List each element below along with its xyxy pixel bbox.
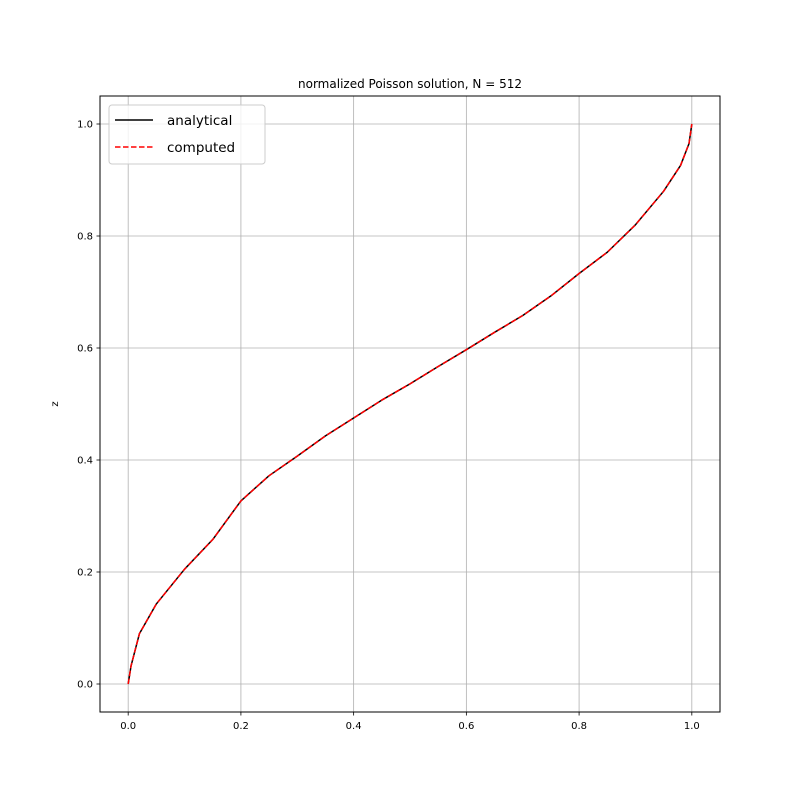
y-tick-label: 1.0: [77, 120, 93, 131]
y-axis-label: z: [50, 401, 61, 406]
x-tick-label: 0.6: [458, 721, 474, 732]
y-tick-label: 0.0: [77, 680, 93, 691]
series-line-analytical: [127, 123, 693, 685]
plot-frame: [99, 95, 721, 713]
x-tick-label: 0.0: [120, 721, 136, 732]
y-tick-label: 0.6: [77, 344, 93, 355]
legend-label-computed: computed: [167, 140, 235, 156]
y-tick-label: 0.2: [77, 568, 93, 579]
chart-title: normalized Poisson solution, N = 512: [298, 77, 522, 91]
series-layer: [127, 123, 693, 685]
y-tick-label: 0.4: [77, 456, 93, 467]
x-tick-label: 0.4: [346, 721, 362, 732]
legend-label-analytical: analytical: [167, 113, 232, 129]
x-tick-label: 0.8: [571, 721, 587, 732]
grid: [100, 96, 720, 712]
x-tick-label: 1.0: [684, 721, 700, 732]
y-tick-label: 0.8: [77, 232, 93, 243]
series-line-computed: [127, 123, 693, 685]
x-tick-label: 0.2: [233, 721, 249, 732]
x-axis-ticks: 0.0 0.2 0.4 0.6 0.8 1.0: [120, 712, 700, 732]
legend: analytical computed: [108, 104, 266, 165]
y-axis-ticks: 0.0 0.2 0.4 0.6 0.8 1.0: [77, 120, 100, 691]
